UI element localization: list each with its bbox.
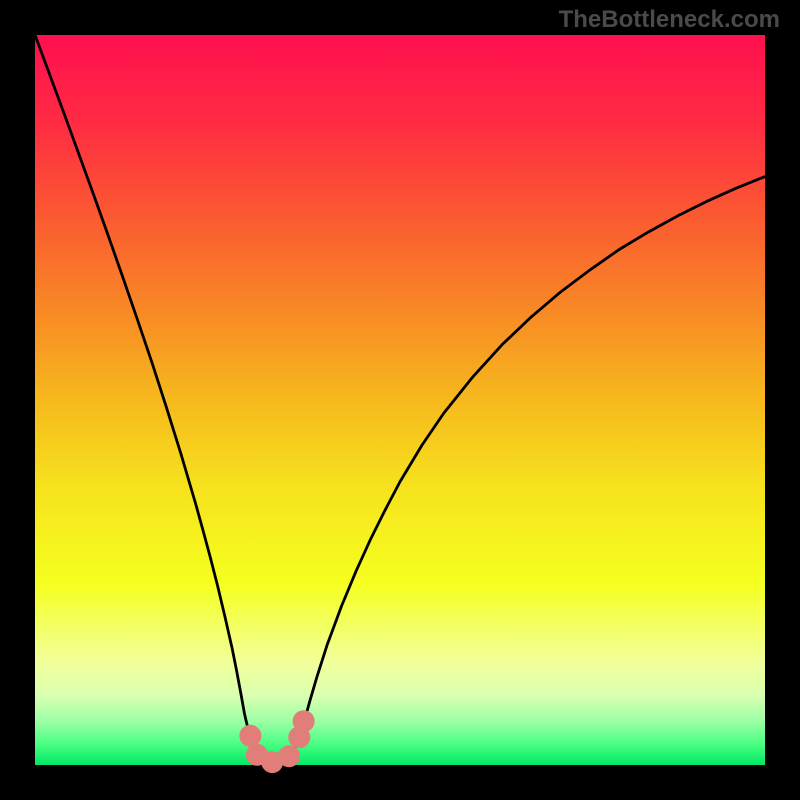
plot-background <box>35 35 765 765</box>
curve-marker <box>293 710 315 732</box>
chart-frame: TheBottleneck.com <box>0 0 800 800</box>
chart-svg <box>0 0 800 800</box>
watermark-text: TheBottleneck.com <box>559 6 780 34</box>
curve-marker <box>278 745 300 767</box>
curve-marker <box>239 725 261 747</box>
